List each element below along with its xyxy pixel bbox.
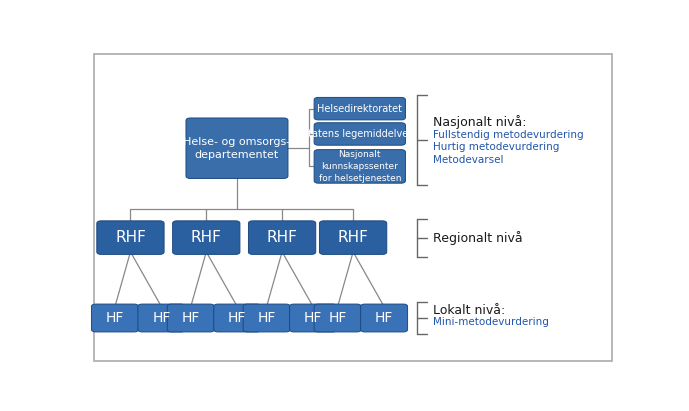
FancyBboxPatch shape — [360, 304, 408, 332]
Text: Statens legemiddelverk: Statens legemiddelverk — [302, 129, 418, 139]
Text: Hurtig metodevurdering: Hurtig metodevurdering — [433, 143, 559, 152]
FancyBboxPatch shape — [138, 304, 185, 332]
FancyBboxPatch shape — [186, 118, 288, 178]
Text: Nasjonalt nivå:: Nasjonalt nivå: — [433, 115, 526, 129]
Text: RHF: RHF — [267, 230, 298, 245]
Text: HF: HF — [258, 311, 276, 325]
Text: HF: HF — [304, 311, 322, 325]
FancyBboxPatch shape — [173, 221, 240, 254]
Text: HF: HF — [375, 311, 393, 325]
Text: HF: HF — [228, 311, 247, 325]
FancyBboxPatch shape — [314, 97, 405, 120]
FancyBboxPatch shape — [92, 304, 138, 332]
Text: HF: HF — [152, 311, 171, 325]
Text: Lokalt nivå:: Lokalt nivå: — [433, 304, 506, 317]
FancyBboxPatch shape — [289, 304, 336, 332]
Text: Helse- og omsorgs-
departementet: Helse- og omsorgs- departementet — [183, 136, 291, 160]
FancyBboxPatch shape — [167, 304, 214, 332]
Text: RHF: RHF — [191, 230, 222, 245]
Text: RHF: RHF — [115, 230, 146, 245]
Text: RHF: RHF — [338, 230, 369, 245]
FancyBboxPatch shape — [314, 150, 405, 183]
Text: Helsedirektoratet: Helsedirektoratet — [318, 104, 402, 114]
FancyBboxPatch shape — [94, 54, 612, 361]
Text: HF: HF — [329, 311, 347, 325]
FancyBboxPatch shape — [214, 304, 260, 332]
Text: Fullstendig metodevurdering: Fullstendig metodevurdering — [433, 130, 584, 140]
Text: HF: HF — [106, 311, 124, 325]
FancyBboxPatch shape — [243, 304, 290, 332]
FancyBboxPatch shape — [314, 123, 405, 145]
Text: Metodevarsel: Metodevarsel — [433, 155, 504, 165]
FancyBboxPatch shape — [96, 221, 164, 254]
FancyBboxPatch shape — [320, 221, 387, 254]
Text: Mini-metodevurdering: Mini-metodevurdering — [433, 317, 549, 327]
Text: HF: HF — [182, 311, 200, 325]
FancyBboxPatch shape — [314, 304, 361, 332]
Text: Nasjonalt
kunnskapssenter
for helsetjenesten: Nasjonalt kunnskapssenter for helsetjene… — [318, 150, 401, 183]
Text: Regionalt nivå: Regionalt nivå — [433, 231, 523, 245]
FancyBboxPatch shape — [249, 221, 316, 254]
